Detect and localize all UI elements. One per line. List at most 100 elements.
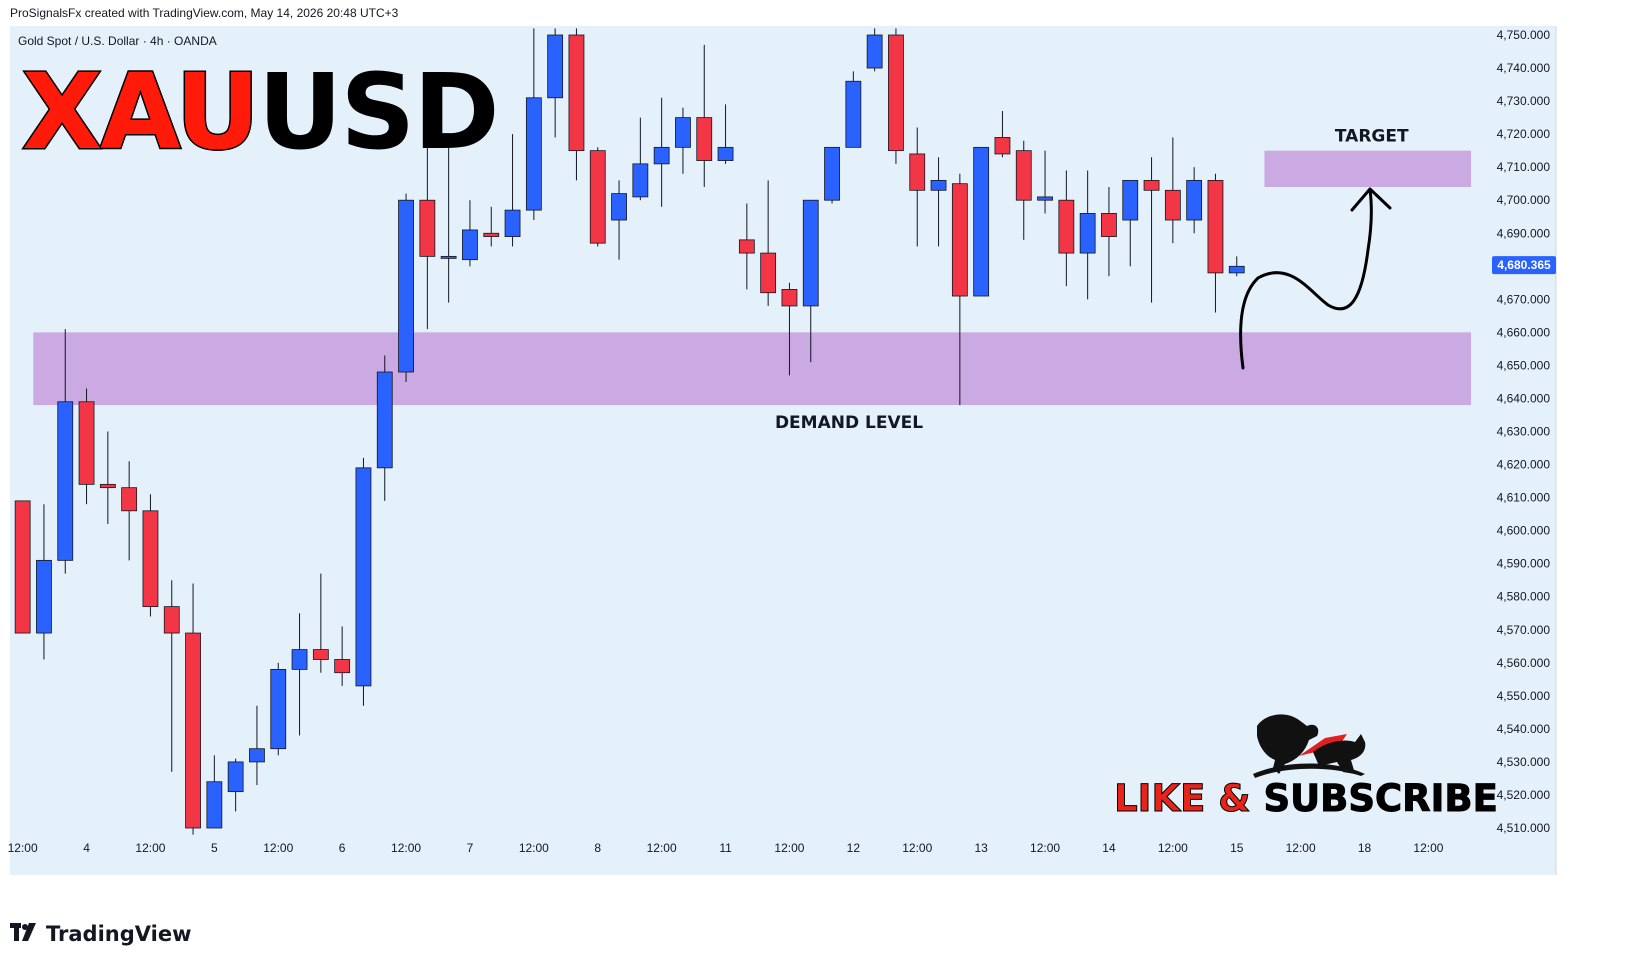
candle — [866, 28, 883, 72]
candle — [1015, 140, 1032, 240]
candle — [121, 461, 138, 561]
candle-body — [1143, 179, 1160, 191]
tradingview-brand-text: TradingView — [46, 922, 192, 946]
time-tick-label: 12 — [847, 841, 861, 855]
candle — [824, 146, 840, 204]
candle-body — [121, 487, 138, 512]
candle-body — [802, 199, 819, 307]
candle — [249, 705, 265, 786]
candle-body — [824, 146, 840, 201]
candle — [1037, 150, 1053, 214]
candle — [781, 282, 798, 376]
candle-body — [1207, 179, 1224, 274]
time-tick-label: 8 — [594, 841, 601, 855]
time-tick-label: 12:00 — [1030, 841, 1060, 855]
candle-body — [845, 80, 862, 148]
candle — [185, 583, 201, 835]
target-label: TARGET — [1335, 127, 1409, 147]
candles-layer — [14, 28, 1245, 835]
time-tick-label: 6 — [339, 841, 346, 855]
cta-subscribe: SUBSCRIBE — [1263, 777, 1497, 820]
price-tick-label: 4,650.000 — [1497, 358, 1551, 372]
candle — [568, 28, 585, 181]
price-tick-label: 4,640.000 — [1497, 391, 1551, 405]
candle-body — [440, 255, 457, 259]
candle-body — [568, 34, 585, 152]
candle-body — [930, 179, 947, 191]
candle — [1228, 256, 1245, 277]
candle-body — [760, 252, 777, 294]
price-tick-label: 4,710.000 — [1497, 160, 1551, 174]
candle — [355, 457, 372, 706]
candle — [611, 180, 627, 260]
price-tick-label: 4,580.000 — [1497, 590, 1551, 604]
candle — [462, 200, 478, 267]
candle — [227, 758, 244, 812]
time-tick-label: 12:00 — [647, 841, 677, 855]
candle — [589, 147, 606, 247]
candle-body — [525, 97, 542, 211]
candle-body — [909, 153, 926, 191]
time-tick-label: 12:00 — [8, 841, 38, 855]
candle — [440, 140, 457, 303]
candle-body — [611, 193, 627, 221]
candle-body — [185, 632, 201, 829]
candle-body — [951, 183, 968, 297]
candle — [1164, 137, 1181, 244]
time-axis[interactable]: 12:00 4 12:00 5 12:00 6 12:00 7 12:00 8 12:00 11 12:… — [8, 841, 1444, 855]
candle — [483, 206, 500, 247]
price-tick-label: 4,510.000 — [1497, 821, 1551, 835]
candle — [1079, 170, 1096, 300]
cta-like: LIKE & — [1114, 777, 1263, 820]
time-tick-label: 12:00 — [1286, 841, 1316, 855]
price-tick-label: 4,530.000 — [1497, 755, 1551, 769]
candle — [270, 662, 287, 756]
candle-body — [866, 34, 883, 69]
candle-body — [334, 659, 351, 674]
candle-body — [57, 401, 74, 561]
tradingview-brand[interactable]: TradingView — [10, 922, 191, 946]
candle-body — [163, 606, 180, 634]
candle-body — [1015, 150, 1032, 201]
price-tick-label: 4,600.000 — [1497, 524, 1551, 538]
candle-body — [355, 467, 372, 687]
candle-body — [36, 559, 52, 634]
candle — [547, 28, 564, 138]
candle — [504, 134, 521, 247]
candle — [1122, 179, 1139, 267]
zone-demand — [33, 332, 1472, 406]
candle-body — [504, 209, 521, 237]
price-tick-label: 4,660.000 — [1497, 325, 1551, 339]
candle-body — [419, 199, 436, 257]
candle — [419, 127, 436, 330]
price-tick-label: 4,590.000 — [1497, 557, 1551, 571]
candle — [909, 127, 926, 247]
price-tick-label: 4,610.000 — [1497, 491, 1551, 505]
candle — [802, 199, 819, 363]
candle-body — [78, 401, 95, 485]
candle — [142, 494, 159, 617]
zone-target — [1264, 150, 1472, 187]
time-tick-label: 12:00 — [263, 841, 293, 855]
current-price-tag: 4,680.365 — [1492, 256, 1556, 275]
time-tick-label: 12:00 — [774, 841, 804, 855]
price-tick-label: 4,670.000 — [1497, 292, 1551, 306]
time-tick-label: 13 — [974, 841, 988, 855]
candle-body — [291, 649, 308, 670]
candle-body — [99, 483, 116, 489]
candle-body — [994, 137, 1011, 155]
candle-body — [738, 239, 755, 254]
price-tick-label: 4,540.000 — [1497, 722, 1551, 736]
candle-body — [717, 146, 734, 161]
candle — [632, 117, 649, 201]
bull-bear-icon — [1253, 714, 1366, 778]
price-tick-label: 4,720.000 — [1497, 127, 1551, 141]
tradingview-logo-icon — [10, 922, 40, 946]
candle-body — [547, 34, 564, 99]
candle-body — [1058, 199, 1075, 254]
candle-body — [632, 163, 649, 198]
candle — [57, 329, 74, 574]
candle-body — [270, 669, 287, 750]
candle — [14, 500, 31, 634]
